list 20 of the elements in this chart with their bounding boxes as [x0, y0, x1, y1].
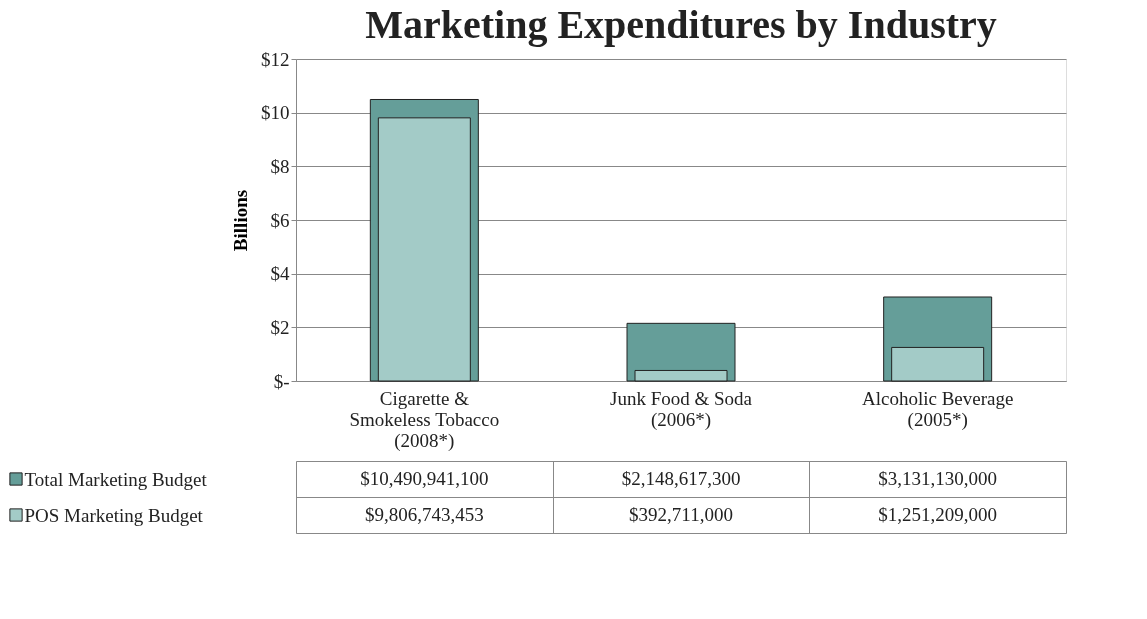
y-tick-label: $8: [270, 155, 290, 177]
y-tick-label: $-: [273, 370, 290, 392]
text: $3,131,130,000: [878, 468, 998, 489]
y-tick-label: $12: [261, 48, 290, 70]
y-tick-label: $2: [270, 316, 290, 338]
y-tick-label: $6: [270, 209, 290, 231]
text: $10,490,941,100: [360, 468, 489, 489]
y-tick-label: $4: [270, 263, 290, 285]
text: $9,806,743,453: [364, 504, 484, 525]
legend-label: Total Marketing Budget: [24, 468, 208, 490]
x-tick-label: Alcoholic Beverage (2005*): [861, 387, 1014, 431]
y-axis-title: Billions: [230, 189, 251, 252]
x-tick-label: Junk Food & Soda (2006*): [610, 387, 753, 431]
text: $2,148,617,300: [621, 468, 741, 489]
x-tick-label: Cigarette & Smokeless Tobacco (2008*): [349, 387, 500, 452]
text: $392,711,000: [629, 504, 733, 525]
chart-title: Marketing Expenditures by Industry: [365, 2, 997, 47]
y-tick-label: $10: [261, 102, 290, 124]
legend-label: POS Marketing Budget: [24, 504, 204, 526]
text: $1,251,209,000: [878, 504, 998, 525]
